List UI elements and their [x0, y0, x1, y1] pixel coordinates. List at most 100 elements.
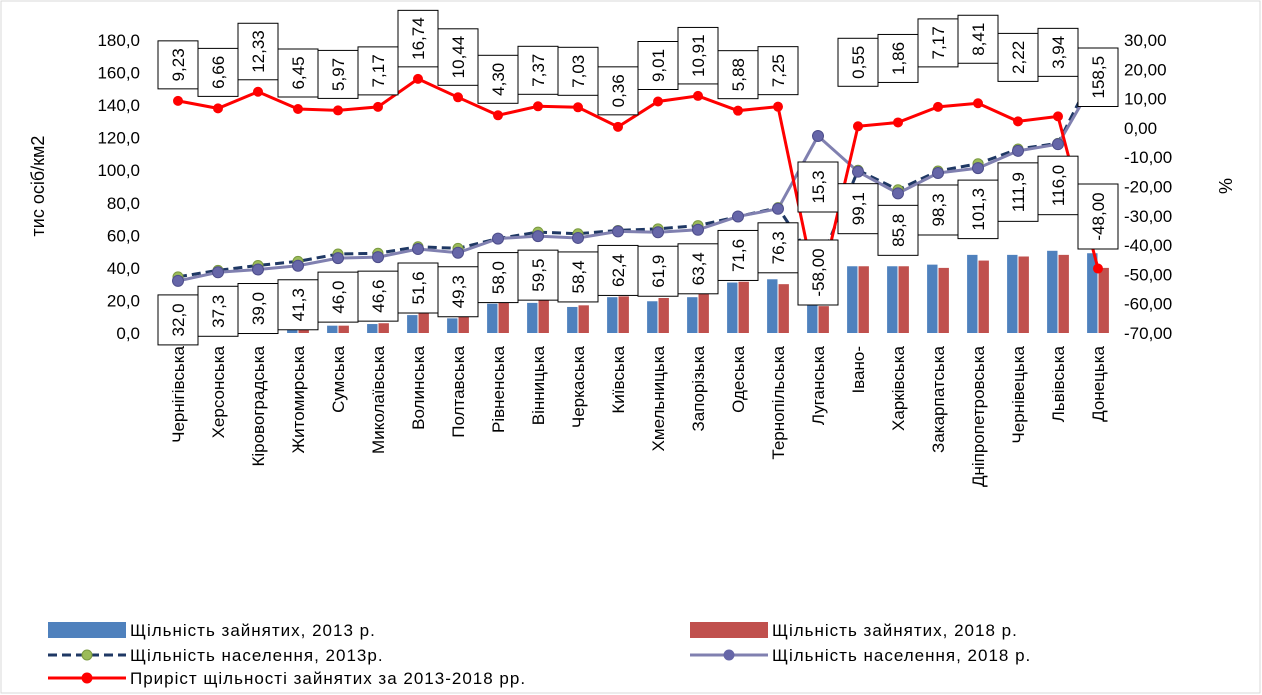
population-data-label: 85,8 [889, 214, 908, 247]
growth-data-label: 0,36 [609, 74, 628, 107]
population-data-label-box [477, 252, 519, 304]
y-tick-label: 120,0 [97, 129, 140, 148]
y-tick-label: 0,0 [116, 324, 140, 343]
bar [447, 318, 458, 333]
bar [1087, 253, 1098, 333]
point-population-2018 [412, 243, 424, 256]
x-tick-label: Чернігівська [169, 345, 188, 442]
legend-marker [81, 649, 93, 661]
growth-data-label: -58,00 [809, 248, 828, 296]
population-data-label: 32,0 [169, 303, 188, 336]
point-growth [293, 104, 303, 115]
legend-label: Щільність зайнятих, 2018 р. [772, 621, 1018, 640]
population-data-label-box [917, 184, 959, 236]
y-tick-label: 20,0 [107, 291, 140, 310]
y-tick-label: 80,0 [107, 194, 140, 213]
point-growth [253, 86, 263, 97]
y-tick-label: 100,0 [97, 161, 140, 180]
growth-data-label: 7,17 [929, 26, 948, 59]
population-data-label-box [437, 266, 479, 318]
point-growth [573, 102, 583, 113]
bar [807, 290, 818, 333]
growth-data-label-box [477, 54, 519, 104]
growth-data-label: 10,44 [449, 36, 468, 79]
growth-data-label: 5,88 [729, 58, 748, 91]
bar [527, 302, 538, 333]
x-tick-label: Луганська [809, 345, 828, 425]
growth-data-label: -48,00 [1089, 192, 1108, 240]
x-tick-label: Кіровоградська [249, 345, 268, 466]
population-data-label: 71,6 [729, 239, 748, 272]
bar [967, 254, 978, 333]
bar [927, 264, 938, 333]
growth-data-label: 5,97 [329, 58, 348, 91]
y-tick-label: 160,0 [97, 64, 140, 83]
series-line-population-2013 [177, 63, 1100, 279]
point-population-2018 [652, 226, 664, 239]
population-data-label: 59,5 [529, 259, 548, 292]
x-tick-label: Миколаївська [369, 345, 388, 453]
population-data-label-box [997, 162, 1039, 222]
lines-layer [172, 58, 1104, 303]
point-growth [213, 103, 223, 114]
growth-data-label-box [1037, 27, 1079, 77]
population-data-label-box [1037, 155, 1079, 216]
population-data-label: 101,3 [969, 188, 988, 231]
growth-data-label: 6,45 [289, 56, 308, 89]
population-data-label: 46,0 [329, 281, 348, 314]
population-data-label: 51,6 [409, 271, 428, 304]
y2-tick-label: 10,00 [1124, 90, 1167, 109]
point-growth [1093, 263, 1103, 274]
bar [327, 325, 338, 333]
x-tick-label: Херсонська [209, 345, 228, 438]
point-population-2018 [852, 165, 864, 178]
point-growth [733, 105, 743, 116]
growth-data-label-box [357, 46, 399, 96]
point-growth [493, 110, 503, 121]
population-data-label: 62,4 [609, 254, 628, 287]
x-tick-label: Дніпропетровська [969, 345, 988, 487]
bar [1047, 250, 1058, 333]
point-growth [533, 101, 543, 112]
point-growth [653, 96, 663, 107]
point-population-2018 [972, 162, 984, 175]
bar [487, 303, 498, 333]
bar [367, 324, 378, 333]
bar [767, 279, 778, 333]
point-population-2018 [492, 232, 504, 245]
y-tick-label: 140,0 [97, 96, 140, 115]
growth-data-label: 7,17 [369, 54, 388, 87]
point-population-2018 [372, 251, 384, 264]
legend-label: Приріст щільності зайнятих за 2013-2018 … [130, 669, 526, 688]
growth-data-label-box [957, 14, 999, 64]
point-population-2018 [292, 259, 304, 272]
bar [658, 298, 669, 333]
growth-data-label: 0,55 [849, 46, 868, 79]
point-growth [1053, 111, 1063, 122]
point-growth [333, 105, 343, 116]
point-population-2018 [692, 223, 704, 236]
population-data-label-box [397, 262, 439, 314]
point-population-2018 [892, 187, 904, 200]
population-data-label: 116,0 [1049, 165, 1068, 206]
y-tick-label: 40,0 [107, 259, 140, 278]
growth-data-label: 1,86 [889, 42, 908, 75]
bar [1098, 267, 1109, 333]
growth-data-label: 10,91 [689, 34, 708, 77]
axes-layer: 0,0 20,0 40,0 60,0 80,0 100,0 120,0 140,0 160,0 1… [28, 31, 1236, 487]
growth-data-label-box [997, 32, 1039, 82]
point-growth [373, 101, 383, 112]
point-population-2018 [252, 263, 264, 276]
growth-data-label-box [757, 46, 799, 96]
point-growth [173, 95, 183, 106]
x-tick-label: Полтавська [449, 345, 468, 437]
population-data-label: 99,1 [849, 192, 868, 225]
bar [858, 266, 869, 333]
y2-tick-label: 30,00 [1124, 31, 1167, 50]
point-population-2018 [612, 225, 624, 238]
population-data-label-box [1077, 47, 1119, 107]
population-data-label-box [717, 229, 759, 281]
point-growth [693, 90, 703, 101]
bar [618, 296, 629, 333]
